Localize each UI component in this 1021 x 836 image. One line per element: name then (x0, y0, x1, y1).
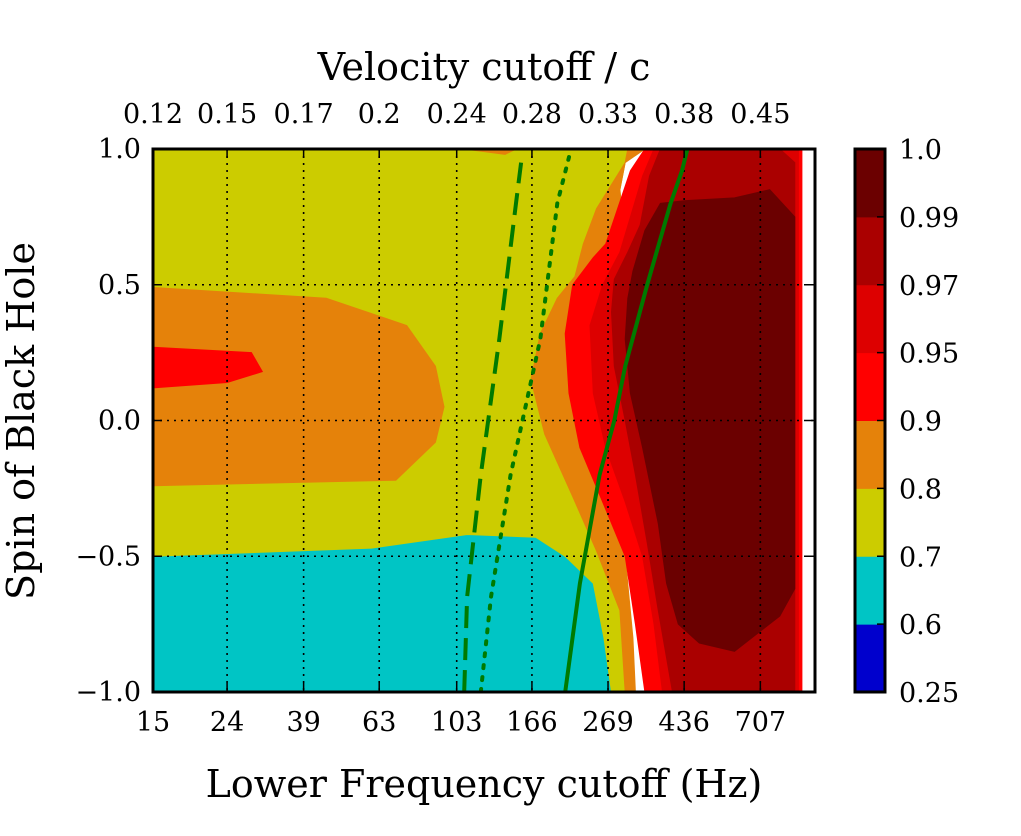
y-tick-label-2: 0.0 (98, 406, 141, 437)
top-tick-label-1: 0.15 (197, 99, 257, 130)
top-tick-label-0: 0.12 (123, 99, 183, 130)
series-line-solid (563, 149, 690, 692)
colorbar-label-5: 0.95 (899, 339, 959, 370)
x-tick-label-1: 24 (210, 707, 244, 738)
colorbar-label-1: 0.6 (899, 610, 942, 641)
top-axis-label: Velocity cutoff / c (317, 45, 651, 89)
colorbar: 0.25 0.6 0.7 0.8 0.9 0.95 0.97 0.99 1.0 (853, 135, 959, 709)
colorbar-band-2 (855, 488, 885, 557)
colorbar-label-2: 0.7 (899, 542, 942, 573)
top-tick-label-8: 0.45 (730, 99, 790, 130)
top-tick-label-4: 0.24 (427, 99, 487, 130)
y-tick-label-3: 0.5 (98, 270, 141, 301)
contour-regions (153, 149, 803, 692)
colorbar-band-0 (855, 624, 885, 693)
colorbar-label-4: 0.9 (899, 407, 942, 438)
x-tick-label-5: 166 (506, 707, 558, 738)
top-tick-label-5: 0.28 (502, 99, 562, 130)
colorbar-band-3 (855, 420, 885, 489)
contour-region-4 (153, 533, 613, 692)
top-tick-label-7: 0.38 (654, 99, 714, 130)
colorbar-label-8: 1.0 (899, 135, 942, 166)
colorbar-band-5 (855, 284, 885, 354)
colorbar-label-0: 0.25 (899, 678, 959, 709)
colorbar-label-7: 0.99 (899, 203, 959, 234)
colorbar-band-1 (855, 556, 885, 625)
series-line-dashed (462, 162, 524, 692)
colorbar-label-6: 0.97 (899, 271, 959, 302)
y-tick-label-1: −0.5 (75, 541, 141, 572)
series-line-dotted (478, 155, 571, 692)
contour-region-13 (624, 189, 796, 652)
y-tick-label-4: 1.0 (98, 134, 141, 165)
x-tick-label-2: 39 (286, 707, 320, 738)
x-tick-label-7: 436 (658, 707, 710, 738)
series-lines (462, 149, 690, 692)
grid-lines (153, 149, 815, 692)
axis-ticks: 15 24 39 63 103 166 269 436 707 0.12 0.15 0.17 0.2 0.… (75, 99, 815, 738)
contour-region-9 (153, 346, 264, 389)
plot-area (151, 147, 817, 694)
colorbar-band-4 (855, 352, 885, 421)
colorbar-band-7 (855, 149, 885, 218)
x-axis-label: Lower Frequency cutoff (Hz) (206, 762, 763, 806)
colorbar-band-6 (855, 216, 885, 286)
y-axis-label: Spin of Black Hole (0, 242, 43, 600)
top-tick-label-3: 0.2 (358, 99, 401, 130)
top-tick-label-2: 0.17 (274, 99, 334, 130)
top-tick-label-6: 0.33 (578, 99, 638, 130)
contour-region-6 (153, 286, 445, 487)
y-tick-label-0: −1.0 (75, 677, 141, 708)
x-tick-label-4: 103 (431, 707, 483, 738)
x-tick-label-8: 707 (735, 707, 787, 738)
x-tick-label-0: 15 (136, 707, 170, 738)
x-tick-label-6: 269 (582, 707, 634, 738)
x-tick-label-3: 63 (362, 707, 396, 738)
colorbar-label-3: 0.8 (899, 474, 942, 505)
